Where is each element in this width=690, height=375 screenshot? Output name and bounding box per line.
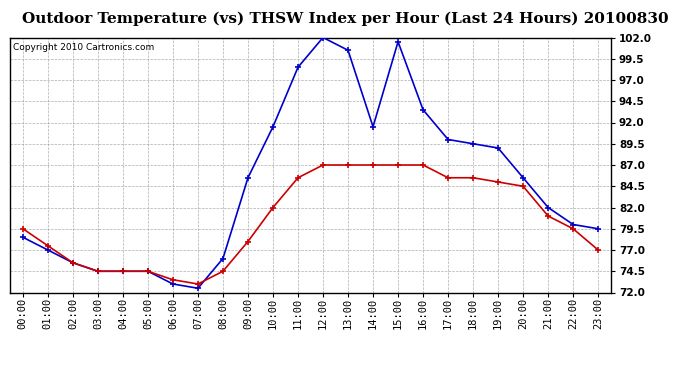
Text: Outdoor Temperature (vs) THSW Index per Hour (Last 24 Hours) 20100830: Outdoor Temperature (vs) THSW Index per … — [21, 11, 669, 26]
Text: Copyright 2010 Cartronics.com: Copyright 2010 Cartronics.com — [13, 43, 155, 52]
